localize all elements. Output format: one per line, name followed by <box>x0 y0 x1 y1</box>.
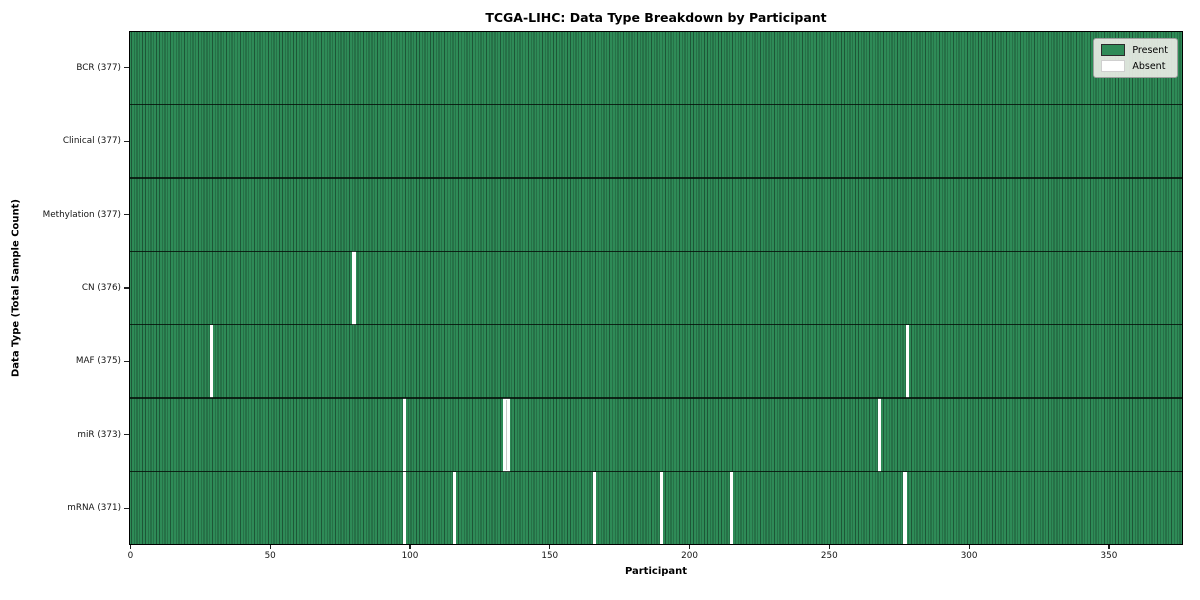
x-tick-mark <box>409 545 411 549</box>
y-tick-label: CN (376) <box>81 283 121 293</box>
row-separator <box>129 177 1183 179</box>
y-tick-label: miR (373) <box>77 429 121 440</box>
plot-frame <box>129 31 1183 545</box>
x-tick-label: 350 <box>1100 551 1118 561</box>
absent-marker-mRNA-277 <box>903 471 907 545</box>
x-tick-label: 300 <box>960 551 978 561</box>
x-tick-label: 150 <box>541 551 559 561</box>
y-tick-mark <box>124 140 129 142</box>
absent-marker-CN-80 <box>352 251 356 325</box>
y-tick-label: mRNA (371) <box>67 503 121 514</box>
x-tick-label: 200 <box>681 551 698 561</box>
x-tick-mark <box>968 545 970 549</box>
legend-item-present: Present <box>1101 44 1168 56</box>
y-tick-label: Clinical (377) <box>62 136 121 147</box>
row-separator <box>129 103 1183 106</box>
y-tick-label: MAF (375) <box>75 356 121 367</box>
x-tick-label: 50 <box>264 551 276 561</box>
x-axis-label: Participant <box>624 566 688 577</box>
legend-swatch-absent <box>1101 60 1126 72</box>
x-tick-mark <box>1108 545 1110 549</box>
absent-marker-miR-134 <box>503 398 507 472</box>
absent-cell-divider <box>506 400 507 470</box>
x-tick-mark <box>129 545 131 549</box>
chart-title: TCGA-LIHC: Data Type Breakdown by Partic… <box>485 10 827 25</box>
absent-marker-mRNA-116 <box>453 471 457 545</box>
absent-marker-mRNA-190 <box>659 471 664 545</box>
row-separator <box>129 397 1183 399</box>
x-tick-mark <box>688 545 691 549</box>
x-tick-mark <box>828 545 830 549</box>
y-tick-mark <box>124 213 129 216</box>
x-tick-label: 100 <box>401 551 419 561</box>
y-tick-mark <box>124 287 129 289</box>
heatmap-plot <box>129 31 1183 545</box>
legend-label: Absent <box>1132 60 1166 72</box>
legend-swatch-present <box>1101 44 1126 56</box>
absent-marker-MAF-29 <box>209 324 214 399</box>
x-tick-label: 250 <box>820 551 838 561</box>
legend: Present Absent <box>1093 38 1178 78</box>
legend-item-absent: Absent <box>1101 60 1168 72</box>
absent-marker-miR-268 <box>877 398 882 472</box>
y-tick-mark <box>124 434 129 436</box>
y-tick-mark <box>124 360 129 363</box>
absent-marker-mRNA-98 <box>402 471 407 545</box>
x-tick-mark <box>269 545 271 549</box>
absent-marker-miR-135 <box>506 398 510 472</box>
row-separator <box>129 324 1183 326</box>
row-separator <box>129 250 1183 252</box>
absent-marker-mRNA-166 <box>592 471 597 545</box>
y-tick-label: BCR (377) <box>76 62 121 73</box>
absent-marker-MAF-278 <box>905 324 910 399</box>
y-tick-mark <box>124 67 129 69</box>
y-tick-label: Methylation (377) <box>42 209 121 220</box>
x-tick-mark <box>549 545 551 549</box>
absent-marker-mRNA-215 <box>729 471 734 545</box>
row-separator <box>129 470 1183 473</box>
y-tick-mark <box>124 507 129 509</box>
legend-label: Present <box>1132 44 1168 56</box>
absent-marker-miR-98 <box>402 398 407 472</box>
x-tick-label: 0 <box>127 551 134 561</box>
